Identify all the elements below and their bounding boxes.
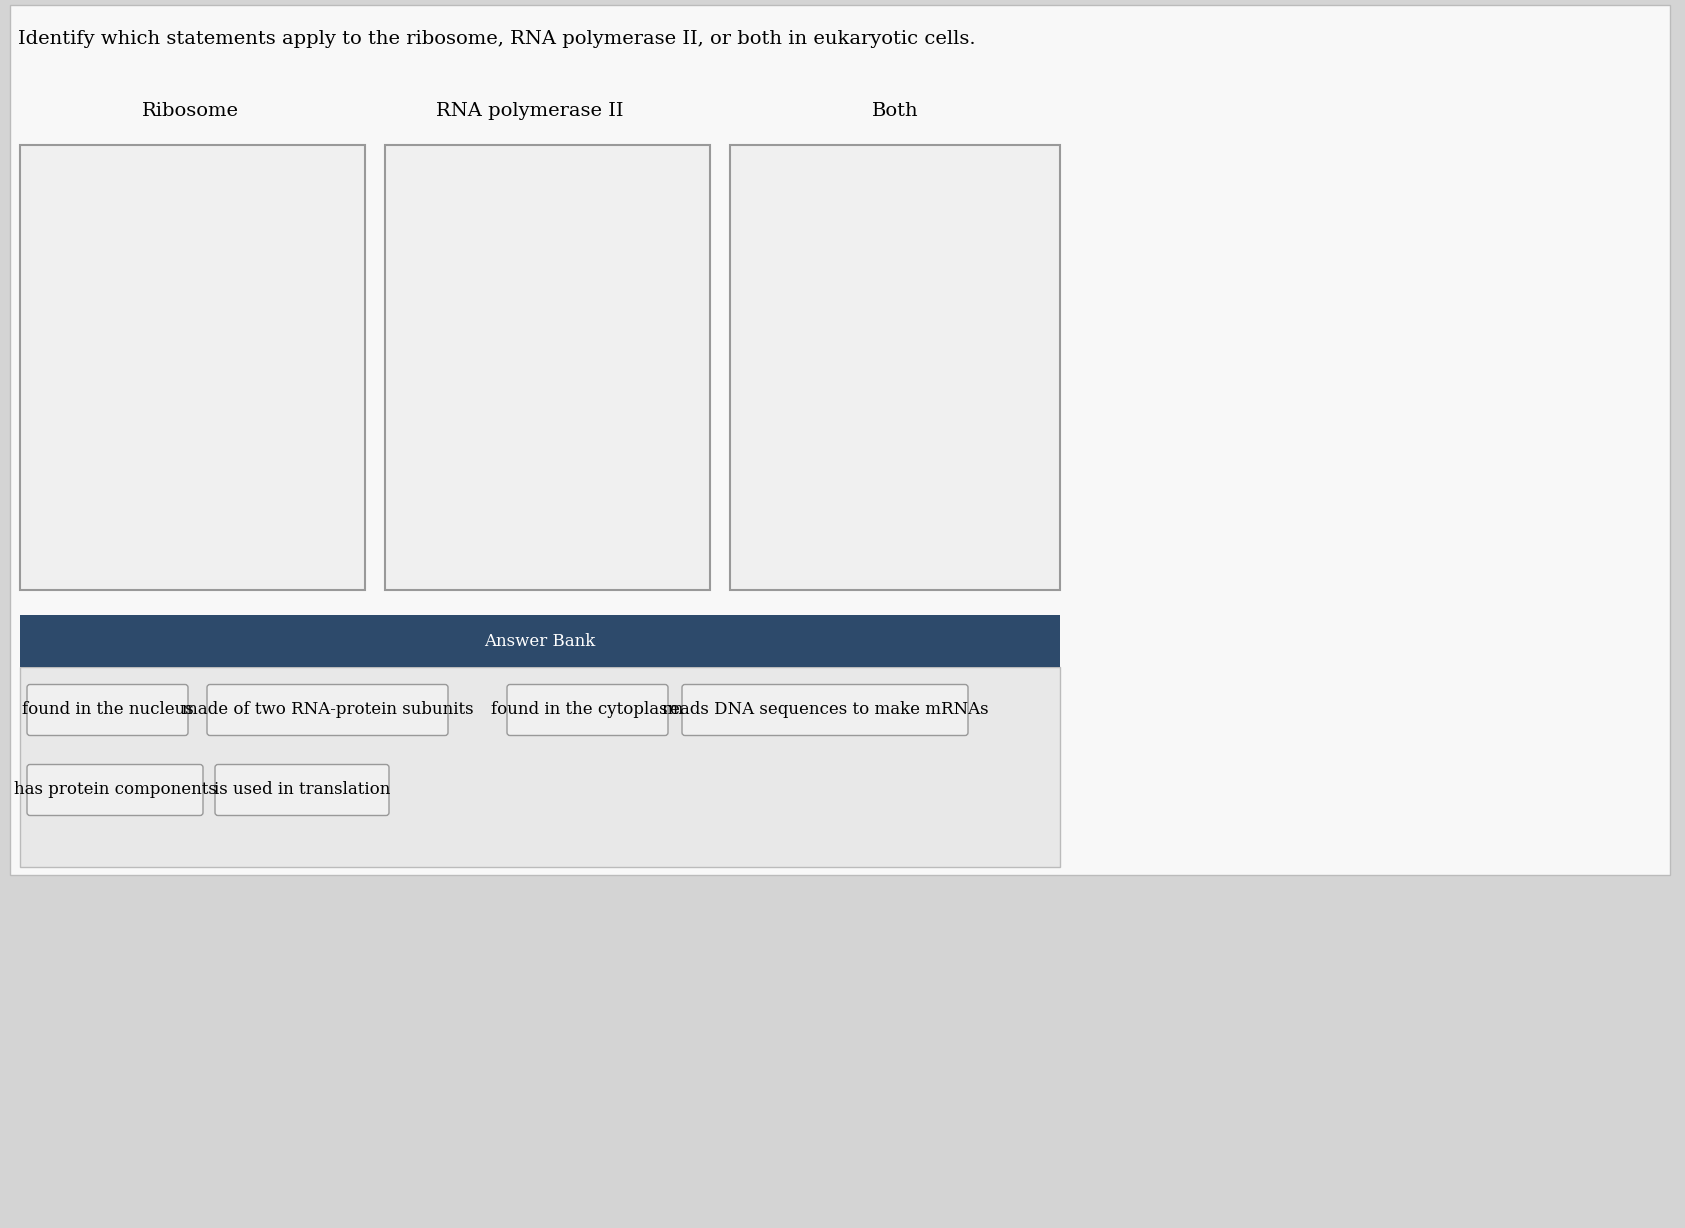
FancyBboxPatch shape — [27, 765, 202, 815]
FancyBboxPatch shape — [216, 765, 389, 815]
Text: found in the nucleus: found in the nucleus — [22, 701, 194, 718]
FancyBboxPatch shape — [384, 145, 709, 589]
Text: reads DNA sequences to make mRNAs: reads DNA sequences to make mRNAs — [662, 701, 989, 718]
Text: is used in translation: is used in translation — [214, 781, 391, 798]
Bar — [20, 667, 1060, 867]
FancyBboxPatch shape — [10, 5, 1670, 876]
FancyBboxPatch shape — [507, 684, 667, 736]
Bar — [20, 615, 1060, 667]
FancyBboxPatch shape — [730, 145, 1060, 589]
Text: RNA polymerase II: RNA polymerase II — [436, 102, 623, 120]
Text: Ribosome: Ribosome — [142, 102, 239, 120]
FancyBboxPatch shape — [27, 684, 189, 736]
Text: made of two RNA-protein subunits: made of two RNA-protein subunits — [182, 701, 473, 718]
Text: Identify which statements apply to the ribosome, RNA polymerase II, or both in e: Identify which statements apply to the r… — [19, 29, 976, 48]
Text: Both: Both — [871, 102, 918, 120]
Text: found in the cytoplasm: found in the cytoplasm — [492, 701, 684, 718]
Text: has protein components: has protein components — [13, 781, 216, 798]
FancyBboxPatch shape — [207, 684, 448, 736]
Text: Answer Bank: Answer Bank — [484, 632, 595, 650]
FancyBboxPatch shape — [20, 145, 366, 589]
FancyBboxPatch shape — [682, 684, 967, 736]
